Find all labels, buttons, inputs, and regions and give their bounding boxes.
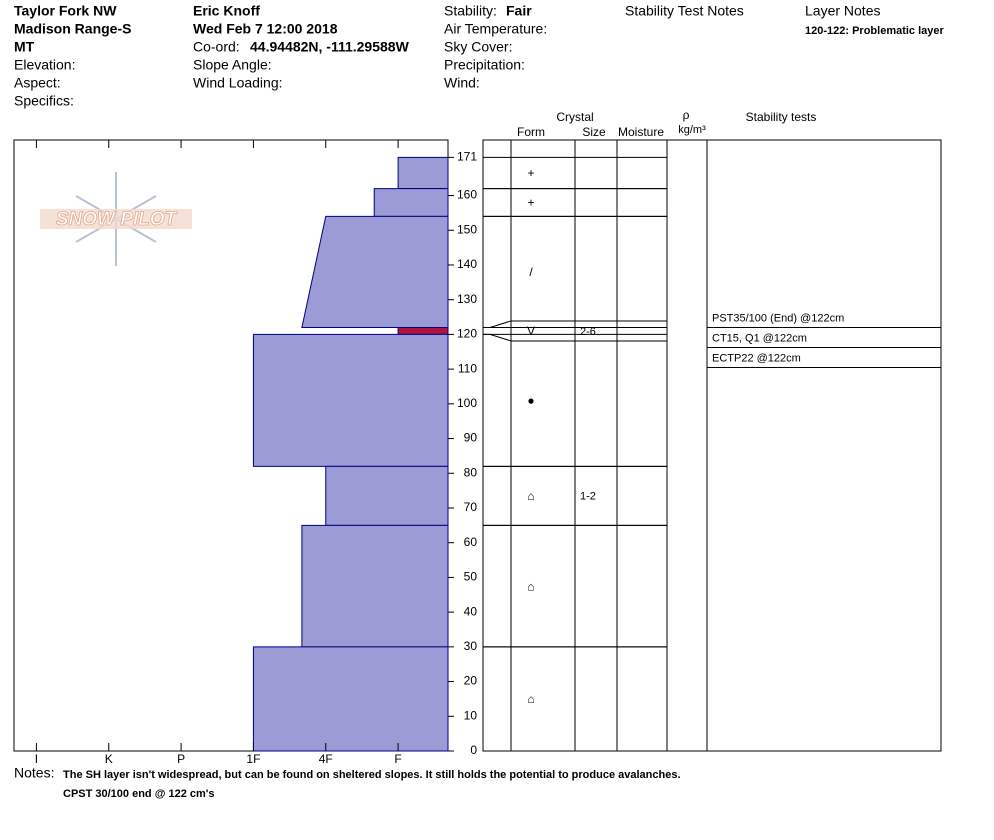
x-tick-label: I	[35, 752, 38, 766]
hardness-layer	[252, 646, 449, 752]
y-tick-label: 40	[464, 604, 478, 618]
column-header: Size	[582, 125, 606, 139]
column-header: kg/m³	[678, 124, 706, 136]
location: MT	[14, 39, 35, 55]
hardness-layer	[252, 333, 449, 467]
column-header: Crystal	[556, 110, 593, 124]
column-header: Form	[517, 125, 545, 139]
field: Wind:	[444, 75, 480, 91]
grain-form: /	[529, 265, 533, 279]
y-tick-label: 10	[464, 708, 478, 722]
column-header: Moisture	[618, 125, 664, 139]
hardness-layer	[301, 215, 449, 328]
y-tick-label: 70	[464, 500, 478, 514]
stability-test: CT15, Q1 @122cm	[712, 332, 807, 344]
x-tick-label: P	[177, 752, 185, 766]
y-tick-label: 140	[457, 257, 477, 271]
stability-test: PST35/100 (End) @122cm	[712, 312, 844, 324]
y-tick-label: 0	[470, 743, 477, 757]
stability-test: ECTP22 @122cm	[712, 352, 801, 364]
note: The SH layer isn't widespread, but can b…	[63, 769, 681, 781]
hardness-layer	[397, 156, 449, 190]
x-tick-label: 1F	[246, 752, 260, 766]
y-tick-label: 50	[464, 570, 478, 584]
field: Precipitation:	[444, 57, 525, 73]
hardness-layer	[325, 465, 449, 526]
grain-form: ⌂	[527, 579, 534, 593]
x-tick-label: K	[105, 752, 113, 766]
layer-notes-title: Layer Notes	[805, 3, 880, 19]
date: Wed Feb 7 12:00 2018	[193, 21, 338, 37]
grain-size: 1-2	[580, 491, 596, 503]
x-tick-label: F	[394, 752, 401, 766]
location: Taylor Fork NW	[14, 3, 117, 19]
field: Specifics:	[14, 93, 74, 109]
y-tick-label: 120	[457, 327, 477, 341]
location: Madison Range-S	[14, 21, 131, 37]
logo-text: SNOW PILOT	[56, 209, 178, 230]
x-tick-label: 4F	[319, 752, 333, 766]
hardness-layer	[373, 188, 449, 217]
stability-label: Stability:	[444, 3, 497, 19]
y-tick-label: 60	[464, 535, 478, 549]
grain-form: ⌂	[527, 692, 534, 706]
field: Slope Angle:	[193, 57, 272, 73]
notes-label: Notes:	[14, 765, 54, 781]
y-tick-label: 90	[464, 431, 478, 445]
y-tick-label: 100	[457, 396, 477, 410]
field: Elevation:	[14, 57, 75, 73]
hardness-layer	[397, 326, 449, 335]
grain-form: ⌂	[527, 489, 534, 503]
grain-form: ●	[527, 394, 534, 408]
grain-form: +	[527, 196, 534, 210]
grain-form: +	[527, 166, 534, 180]
y-tick-label: 150	[457, 222, 477, 236]
grain-form: V	[527, 324, 535, 338]
layer-table-frame	[482, 139, 942, 752]
y-tick-label: 20	[464, 674, 478, 688]
y-tick-label: 160	[457, 188, 477, 202]
column-header: Stability tests	[746, 110, 817, 124]
stability: Fair	[506, 3, 532, 19]
observer: Eric Knoff	[193, 3, 260, 19]
layer-note: 120-122: Problematic layer	[805, 25, 945, 37]
y-tick-label: 30	[464, 639, 478, 653]
field: Aspect:	[14, 75, 61, 91]
field: Air Temperature:	[444, 21, 547, 37]
field: Wind Loading:	[193, 75, 283, 91]
y-tick-label: 130	[457, 292, 477, 306]
logo-band	[40, 209, 192, 229]
field: Sky Cover:	[444, 39, 512, 55]
note: CPST 30/100 end @ 122 cm's	[63, 788, 215, 800]
y-tick-label: 171	[457, 150, 477, 164]
column-header: ρ	[683, 108, 690, 122]
hardness-layer	[301, 524, 449, 648]
grain-size: 2-6	[580, 326, 596, 338]
layer-connector	[483, 320, 512, 328]
y-tick-label: 80	[464, 465, 478, 479]
test-notes-title: Stability Test Notes	[625, 3, 744, 19]
coord-label: Co-ord:	[193, 39, 240, 55]
y-tick-label: 110	[458, 361, 477, 375]
coord: 44.94482N, -111.29588W	[250, 39, 410, 55]
